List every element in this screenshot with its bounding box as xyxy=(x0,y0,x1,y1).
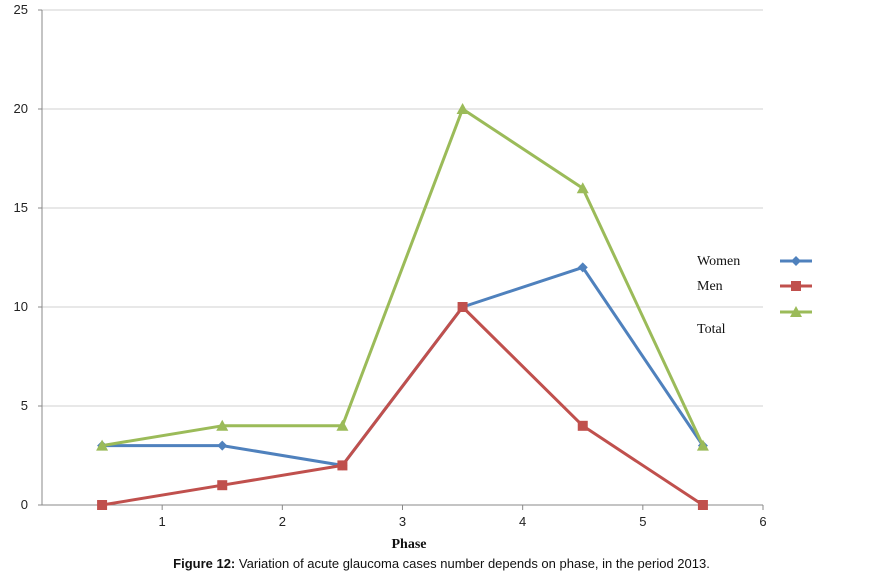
y-tick-label: 20 xyxy=(14,101,28,116)
data-point xyxy=(216,419,229,431)
data-point xyxy=(217,480,228,491)
data-point xyxy=(576,182,589,194)
caption-label: Figure 12: xyxy=(173,556,236,571)
figure-caption: Figure 12: Variation of acute glaucoma c… xyxy=(0,556,883,571)
y-tick-label: 15 xyxy=(14,200,28,215)
x-tick-label: 6 xyxy=(759,514,766,529)
data-point xyxy=(456,103,469,114)
y-tick-label: 25 xyxy=(14,2,28,17)
legend-item-men: Men xyxy=(697,279,812,294)
series-layer xyxy=(96,103,709,510)
data-point xyxy=(96,439,109,451)
series-line xyxy=(101,305,704,507)
legend-label: Women xyxy=(697,254,740,269)
series-women xyxy=(97,262,708,471)
legend-label: Total xyxy=(697,322,726,337)
data-point xyxy=(337,460,348,471)
data-point xyxy=(97,500,108,510)
series-line xyxy=(101,107,705,448)
legend: Women Men Total xyxy=(697,254,812,337)
x-tick-label: 2 xyxy=(279,514,286,529)
series-total xyxy=(96,103,709,451)
y-tick-label: 5 xyxy=(21,398,28,413)
x-tick-label: 1 xyxy=(159,514,166,529)
data-point xyxy=(336,419,349,431)
x-tick-label: 5 xyxy=(639,514,646,529)
legend-item-women: Women xyxy=(697,254,812,269)
gridlines xyxy=(42,9,763,407)
x-tick-label: 3 xyxy=(399,514,406,529)
x-axis-label: Phase xyxy=(392,537,427,552)
legend-label: Men xyxy=(697,279,723,294)
series-men xyxy=(97,302,708,510)
data-point xyxy=(790,306,802,317)
data-point xyxy=(577,420,588,431)
caption-text: Variation of acute glaucoma cases number… xyxy=(235,556,710,571)
data-point xyxy=(696,439,709,451)
series-line xyxy=(102,265,705,467)
y-tick-label: 0 xyxy=(21,497,28,512)
axes: 0 5 10 15 20 25 1 2 3 4 5 6 xyxy=(14,2,767,529)
data-point xyxy=(217,440,228,451)
data-point xyxy=(791,281,801,291)
data-point xyxy=(577,262,588,273)
legend-item-total: Total xyxy=(697,306,812,337)
data-point xyxy=(457,302,468,312)
data-point xyxy=(791,256,801,266)
data-point xyxy=(697,500,708,510)
x-tick-label: 4 xyxy=(519,514,526,529)
y-tick-label: 10 xyxy=(14,299,28,314)
